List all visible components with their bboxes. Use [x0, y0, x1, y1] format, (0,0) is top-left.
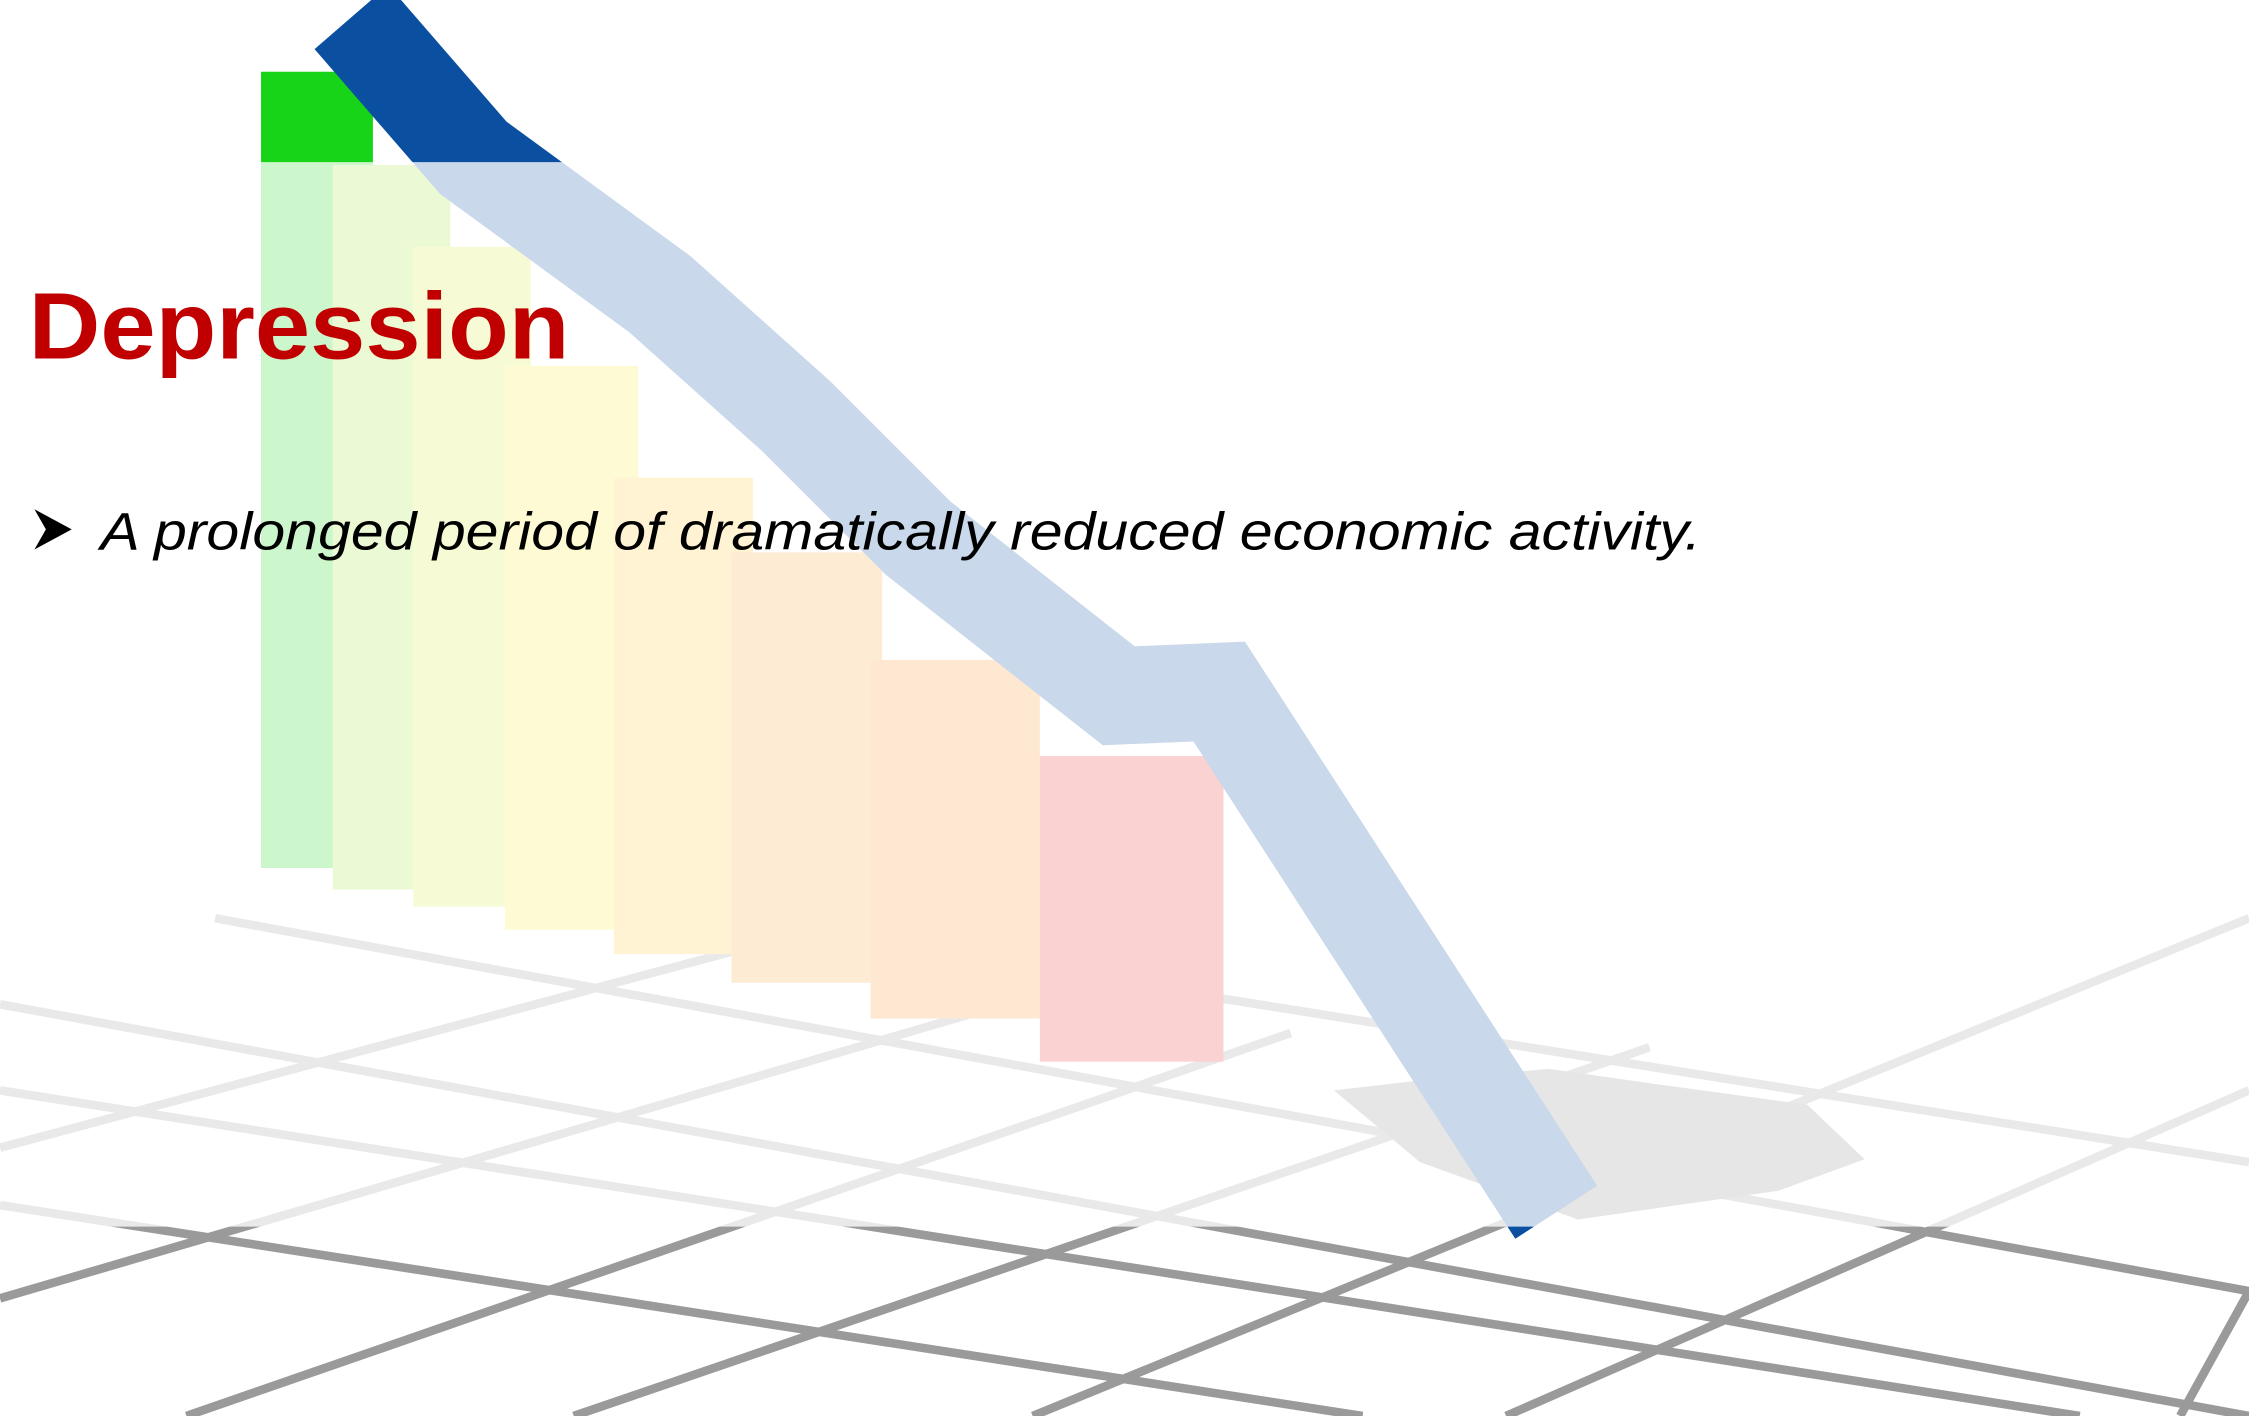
bullet-text: A prolonged period of dramatically reduc… [97, 502, 1701, 561]
slide-title: Depression [29, 274, 570, 380]
